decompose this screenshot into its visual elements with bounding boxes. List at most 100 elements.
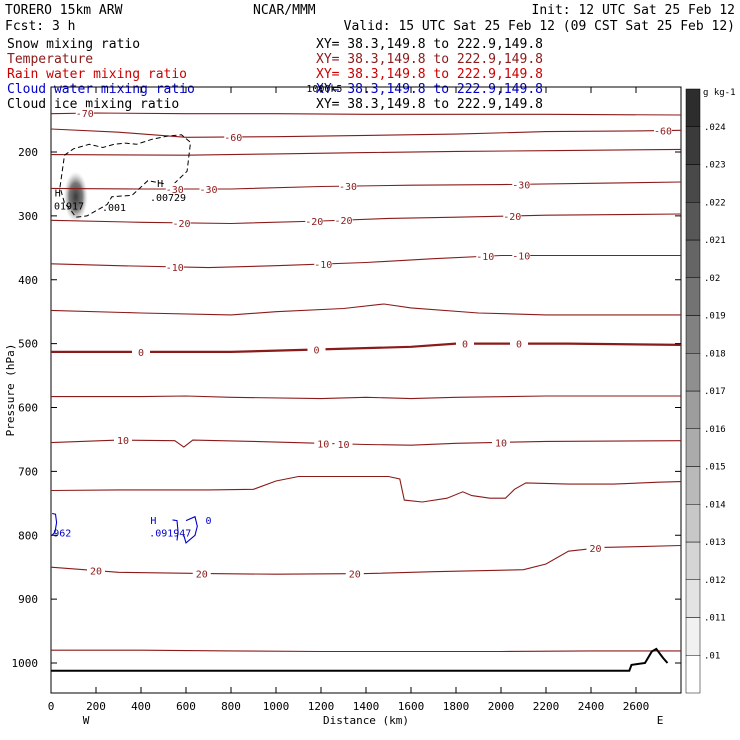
isotherm-label: 20	[196, 569, 208, 580]
colorbar-level-label: .021	[704, 236, 726, 246]
isotherm-label-bg	[492, 436, 510, 448]
isotherm-label: -10	[166, 263, 184, 274]
isotherm-label: 10	[495, 438, 507, 449]
isotherm-line	[51, 128, 681, 138]
isotherm-label: -10	[476, 252, 494, 263]
colorbar-level-label: .015	[704, 463, 726, 473]
field-annotation: H	[55, 189, 61, 200]
isotherm-line	[51, 112, 681, 116]
colorbar-swatch	[685, 353, 701, 392]
isotherm-label: -30	[512, 180, 530, 191]
isotherm-label-bg	[305, 215, 324, 227]
legend-xy: XY= 38.3,149.8 to 222.9,149.8	[316, 37, 543, 52]
isotherm-label: 20	[589, 544, 601, 555]
x-tick-label: 2000	[488, 700, 515, 713]
field-annotation: 01917	[54, 201, 84, 212]
y-tick-label: 1000	[12, 657, 39, 670]
isotherm-label: 10	[337, 440, 349, 451]
field-annotation: H	[157, 179, 163, 190]
legend-entry: Cloud water mixing ratio	[7, 82, 195, 97]
colorbar-level-label: .01	[704, 651, 720, 661]
x-tick-label: 1400	[353, 700, 380, 713]
field-contours	[51, 112, 681, 672]
field-annotation: .00729	[150, 193, 186, 204]
legend-entry: Snow mixing ratio	[7, 37, 140, 52]
east-endpoint: E	[657, 714, 664, 727]
colorbar-swatch	[685, 504, 701, 543]
field-annotation: 1000k5	[306, 84, 342, 95]
y-axis-label: Pressure (hPa)	[4, 344, 17, 437]
isotherm-line	[51, 475, 681, 503]
isotherm-label: -10	[512, 251, 530, 262]
legend-xy: XY= 38.3,149.8 to 222.9,149.8	[316, 52, 543, 67]
x-tick-label: 1000	[263, 700, 290, 713]
isotherm-label: 0	[462, 340, 468, 351]
y-tick-label: 900	[18, 593, 38, 606]
colorbar-swatch	[685, 428, 701, 467]
isotherm-line	[51, 303, 681, 316]
isotherm-label-bg	[165, 183, 184, 195]
west-endpoint: W	[83, 714, 90, 727]
contour-labels: -70 -60 -60 -30 -30 -30 -30 -20 -20 -20 -20 -10 -10 -…	[53, 84, 672, 581]
x-axis: 0 200 400 600 800 1000 1200 1400 1600 1800 2000 220…	[48, 87, 650, 713]
isotherm-label: 10	[317, 439, 329, 450]
x-tick-label: 2600	[623, 700, 650, 713]
colorbar-swatch	[685, 466, 701, 505]
y-tick-label: 700	[18, 465, 38, 478]
legend-xy: XY= 38.3,149.8 to 222.9,149.8	[316, 82, 543, 97]
cloud-water-contour	[183, 515, 198, 544]
isotherm-label: -20	[305, 217, 323, 228]
isotherm-label: -20	[503, 212, 521, 223]
isotherm-label: -60	[654, 127, 672, 138]
valid-time: Valid: 15 UTC Sat 25 Feb 12 (09 CST Sat …	[344, 19, 735, 34]
isotherm-label: 0	[313, 346, 319, 357]
colorbar-swatch	[685, 617, 701, 656]
isotherm-label: 0	[138, 348, 144, 359]
isotherm-label-bg	[192, 567, 211, 579]
colorbar-swatch	[685, 541, 701, 580]
isotherm-label-bg	[503, 209, 522, 221]
colorbar-swatch	[685, 390, 701, 429]
colorbar-unit: g kg-1	[703, 88, 736, 98]
legend-entry: Rain water mixing ratio	[7, 67, 187, 82]
isotherm-label: -30	[199, 185, 217, 196]
legend-entry: Temperature	[7, 52, 93, 67]
ground-surface	[51, 647, 669, 672]
isotherm-label-bg	[586, 542, 605, 554]
cloud-water-contour	[51, 512, 58, 536]
colorbar-level-label: .014	[704, 500, 726, 510]
colorbar-swatch	[685, 239, 701, 278]
y-tick-label: 500	[18, 338, 38, 351]
colorbar-level-label: .013	[704, 538, 726, 548]
colorbar-level-label: .017	[704, 387, 726, 397]
field-annotation: 962	[53, 529, 71, 540]
isotherm-line	[51, 395, 681, 400]
x-tick-label: 200	[86, 700, 106, 713]
colorbar-swatch	[685, 126, 701, 165]
plot-frame	[50, 86, 682, 694]
isotherm-label: -30	[166, 185, 184, 196]
isotherm-label: -20	[334, 216, 352, 227]
field-annotation: 0	[205, 516, 211, 527]
isotherm-line	[51, 439, 681, 448]
legend-xy: XY= 38.3,149.8 to 222.9,149.8	[316, 67, 543, 82]
isotherm-label-bg	[476, 250, 495, 262]
isotherm-label: 10	[117, 436, 129, 447]
colorbar-level-label: .02	[704, 274, 720, 284]
center-title: NCAR/MMM	[253, 3, 316, 18]
isotherm-label-bg	[339, 180, 357, 192]
isotherm-label: -20	[172, 219, 190, 230]
field-legend: Snow mixing ratio XY= 38.3,149.8 to 222.9…	[7, 37, 543, 112]
isotherm-label-bg	[307, 343, 326, 355]
isotherm-label-bg	[172, 216, 191, 228]
isotherm-label-bg	[87, 564, 105, 576]
isotherm-line	[51, 342, 681, 353]
x-axis-label: Distance (km)	[323, 714, 409, 727]
y-tick-label: 600	[18, 402, 38, 415]
colorbar-swatch	[685, 579, 701, 618]
isotherm-label-bg	[314, 437, 333, 449]
isotherm-label-bg	[75, 107, 94, 119]
field-annotation: H	[150, 516, 156, 527]
isotherm-label-bg	[512, 178, 531, 190]
isotherm-label-bg	[654, 124, 672, 136]
